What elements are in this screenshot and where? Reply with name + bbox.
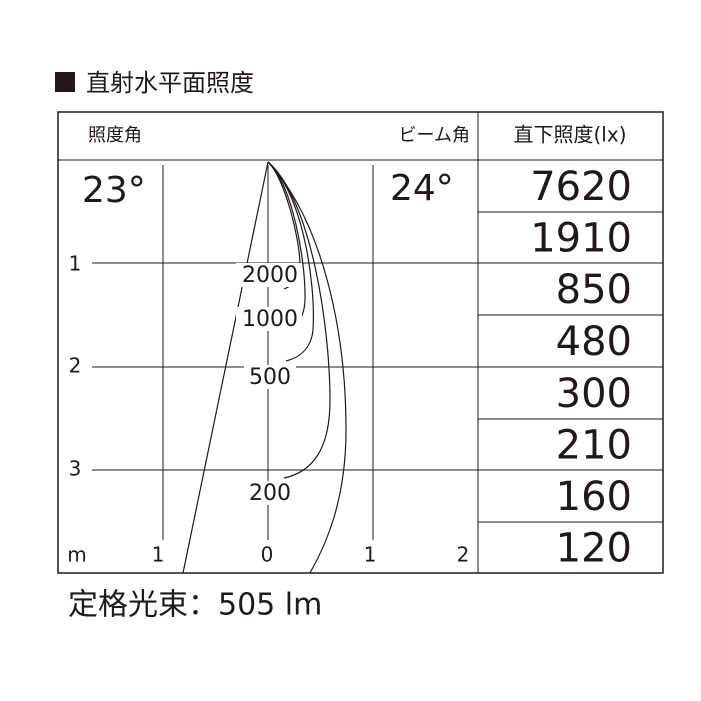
table-value: 1910 (530, 216, 632, 262)
illuminance-angle: 23° (82, 170, 146, 211)
table-value: 7620 (530, 164, 632, 210)
table-header: 直下照度(lx) (514, 123, 627, 147)
table-value: 850 (556, 267, 632, 313)
beam-edge (182, 161, 269, 574)
width-label: m (67, 543, 86, 567)
table-values: 7620 1910 850 480 300 210 160 120 (530, 164, 632, 572)
width-label: 1 (364, 543, 377, 567)
width-label: 2 (457, 543, 470, 567)
label-bg (236, 307, 302, 331)
distance-label: 1 (69, 252, 82, 276)
distance-label: 2 (69, 354, 82, 378)
title-marker (55, 72, 75, 92)
table-value: 160 (556, 474, 632, 520)
frame (57, 111, 664, 574)
width-label: 1 (152, 543, 165, 567)
table-value: 120 (556, 526, 632, 572)
isolux-label: 2000 (242, 263, 298, 288)
title: 直射水平面照度 (86, 69, 254, 97)
table-lines (478, 211, 663, 523)
isolux-curve (267, 161, 331, 479)
outer-curve (267, 161, 347, 574)
footer: 定格光束：505 lm (68, 588, 322, 623)
isolux-curve (267, 161, 314, 362)
table-value: 300 (556, 371, 632, 417)
isolux-label: 200 (249, 481, 291, 506)
table-value: 210 (556, 423, 632, 469)
width-label: 0 (261, 543, 274, 567)
table-value: 480 (556, 319, 632, 365)
isolux-label: 1000 (242, 307, 298, 332)
label-bg (244, 481, 296, 505)
label-bg (236, 263, 302, 287)
beam-angle: 24° (390, 168, 454, 209)
label-bg (244, 365, 296, 389)
left-header: 照度角 (88, 125, 142, 146)
isolux-label: 500 (249, 365, 291, 390)
right-header: ビーム角 (399, 125, 470, 146)
distance-label: 3 (69, 457, 82, 481)
